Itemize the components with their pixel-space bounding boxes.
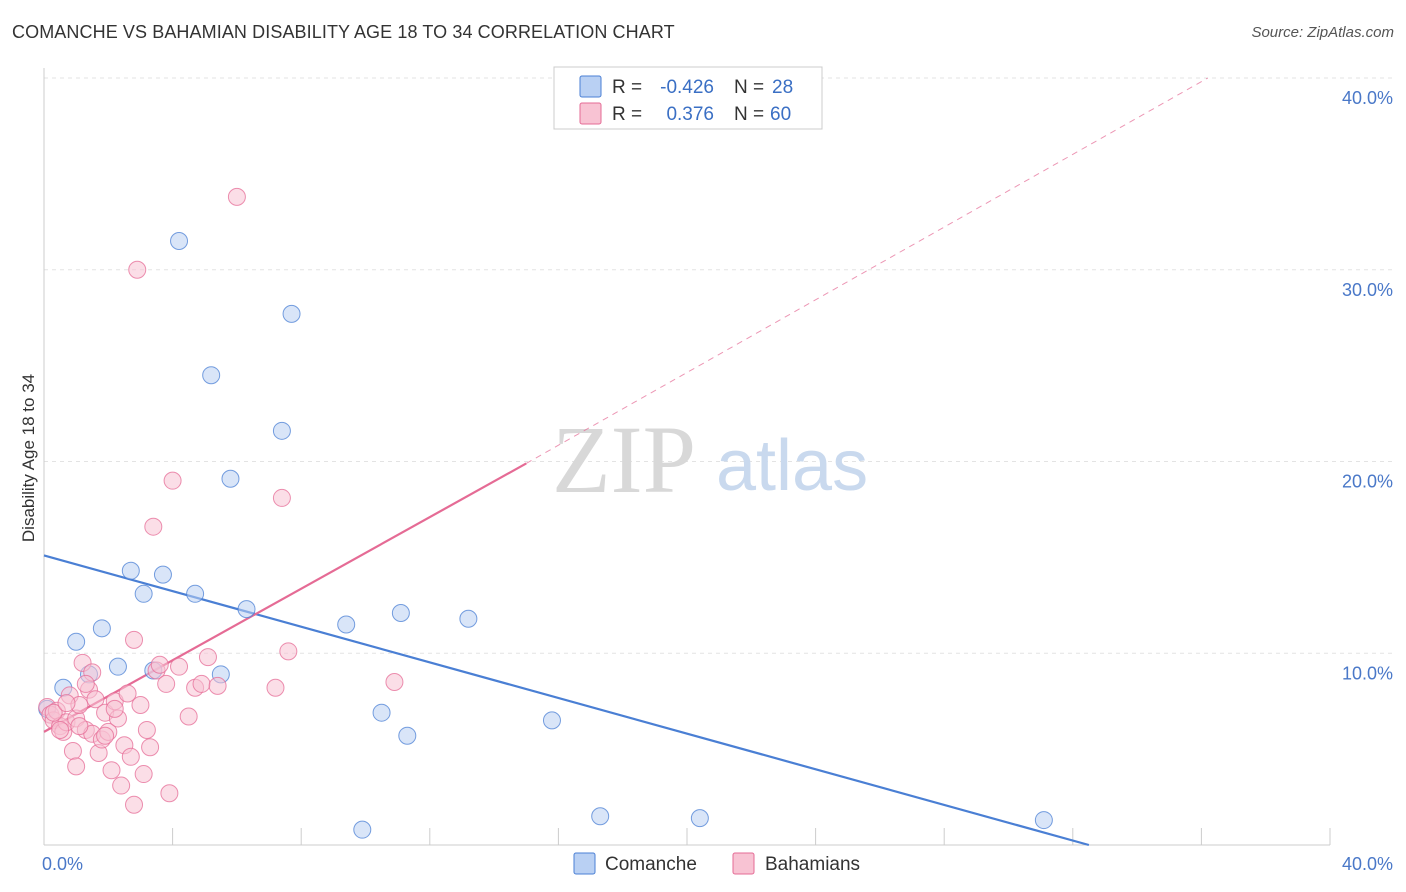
data-point-bahamians xyxy=(157,674,176,693)
data-point-comanche xyxy=(690,809,709,828)
legend-swatch-bahamians xyxy=(579,102,602,125)
data-point-comanche xyxy=(372,703,391,722)
data-point-comanche xyxy=(202,366,221,385)
watermark-zip: ZIP xyxy=(552,406,696,513)
trend-line-extended-bahamians xyxy=(526,77,1209,464)
data-point-comanche xyxy=(221,469,240,488)
data-point-comanche xyxy=(459,609,478,628)
tick-labels: 10.0% 20.0% 30.0% 40.0% 0.0% 40.0% xyxy=(42,88,1393,874)
data-point-bahamians xyxy=(279,642,298,661)
data-point-bahamians xyxy=(160,784,179,803)
data-point-bahamians xyxy=(144,517,163,536)
data-point-bahamians xyxy=(134,765,153,784)
data-point-bahamians xyxy=(163,471,182,490)
data-point-comanche xyxy=(121,561,140,580)
data-point-comanche xyxy=(108,657,127,676)
data-point-comanche xyxy=(237,600,256,619)
x-tick-label: 40.0% xyxy=(1342,854,1393,874)
data-point-bahamians xyxy=(150,655,169,674)
y-axis-title: Disability Age 18 to 34 xyxy=(19,374,38,542)
y-tick-label: 30.0% xyxy=(1342,280,1393,300)
legend-r-value-bahamians: 0.376 xyxy=(666,104,714,125)
data-point-comanche xyxy=(398,726,417,745)
legend-n-value-bahamians: 60 xyxy=(770,104,791,125)
data-point-bahamians xyxy=(67,757,86,776)
y-tick-label: 10.0% xyxy=(1342,663,1393,683)
legend-n-label-comanche: N = xyxy=(734,77,764,98)
data-point-bahamians xyxy=(137,720,156,739)
data-point-comanche xyxy=(170,231,189,250)
data-point-bahamians xyxy=(76,674,95,693)
data-point-bahamians xyxy=(57,694,76,713)
data-point-bahamians xyxy=(96,726,115,745)
legend-bottom: Comanche Bahamians xyxy=(573,852,860,875)
legend-top: R = -0.426 N = 28 R = 0.376 N = 60 xyxy=(553,66,823,130)
data-point-bahamians xyxy=(170,657,189,676)
data-point-comanche xyxy=(67,632,86,651)
data-point-comanche xyxy=(153,565,172,584)
data-point-bahamians xyxy=(63,742,82,761)
data-point-bahamians xyxy=(125,795,144,814)
data-point-bahamians xyxy=(121,747,140,766)
data-point-bahamians xyxy=(385,673,404,692)
y-tick-label: 20.0% xyxy=(1342,472,1393,492)
data-point-comanche xyxy=(186,584,205,603)
data-point-bahamians xyxy=(44,703,63,722)
legend-n-value-comanche: 28 xyxy=(772,77,793,98)
data-point-bahamians xyxy=(86,690,105,709)
data-point-comanche xyxy=(282,304,301,323)
data-point-comanche xyxy=(353,820,372,839)
grid-layer xyxy=(44,77,1394,654)
watermark-atlas: atlas xyxy=(716,426,868,506)
trend-line-comanche xyxy=(43,554,1090,847)
data-point-bahamians xyxy=(208,676,227,695)
data-point-bahamians xyxy=(179,707,198,726)
data-point-bahamians xyxy=(192,674,211,693)
data-point-bahamians xyxy=(51,720,70,739)
bottom-legend-swatch-comanche xyxy=(573,852,596,875)
legend-r-label-comanche: R = xyxy=(612,77,642,98)
data-point-comanche xyxy=(92,619,111,638)
y-tick-label: 40.0% xyxy=(1342,88,1393,108)
data-point-bahamians xyxy=(131,696,150,715)
data-point-bahamians xyxy=(128,260,147,279)
data-point-comanche xyxy=(391,603,410,622)
legend-n-label-bahamians: N = xyxy=(734,104,764,125)
data-point-comanche xyxy=(1034,811,1053,830)
bottom-legend-label-bahamians: Bahamians xyxy=(765,854,860,875)
data-point-comanche xyxy=(542,711,561,730)
watermark: ZIP atlas xyxy=(552,406,868,513)
data-point-comanche xyxy=(134,584,153,603)
source-label: Source: ZipAtlas.com xyxy=(1251,24,1394,41)
bottom-legend-label-comanche: Comanche xyxy=(605,854,697,875)
data-point-bahamians xyxy=(105,699,124,718)
legend-swatch-comanche xyxy=(579,75,602,98)
data-point-bahamians xyxy=(227,187,246,206)
data-point-comanche xyxy=(337,615,356,634)
legend-r-value-comanche: -0.426 xyxy=(660,77,714,98)
data-point-bahamians xyxy=(125,630,144,649)
data-point-comanche xyxy=(591,807,610,826)
data-point-bahamians xyxy=(198,648,217,667)
data-point-bahamians xyxy=(272,488,291,507)
bottom-legend-swatch-bahamians xyxy=(732,852,755,875)
points-layer xyxy=(38,187,1053,839)
data-point-comanche xyxy=(272,421,291,440)
chart-title: COMANCHE VS BAHAMIAN DISABILITY AGE 18 T… xyxy=(12,22,675,42)
data-point-bahamians xyxy=(266,678,285,697)
data-point-bahamians xyxy=(70,717,89,736)
data-point-bahamians xyxy=(102,761,121,780)
data-point-bahamians xyxy=(118,684,137,703)
x-tick-label: 0.0% xyxy=(42,854,83,874)
data-point-bahamians xyxy=(112,776,131,795)
legend-r-label-bahamians: R = xyxy=(612,104,642,125)
data-point-bahamians xyxy=(141,738,160,757)
